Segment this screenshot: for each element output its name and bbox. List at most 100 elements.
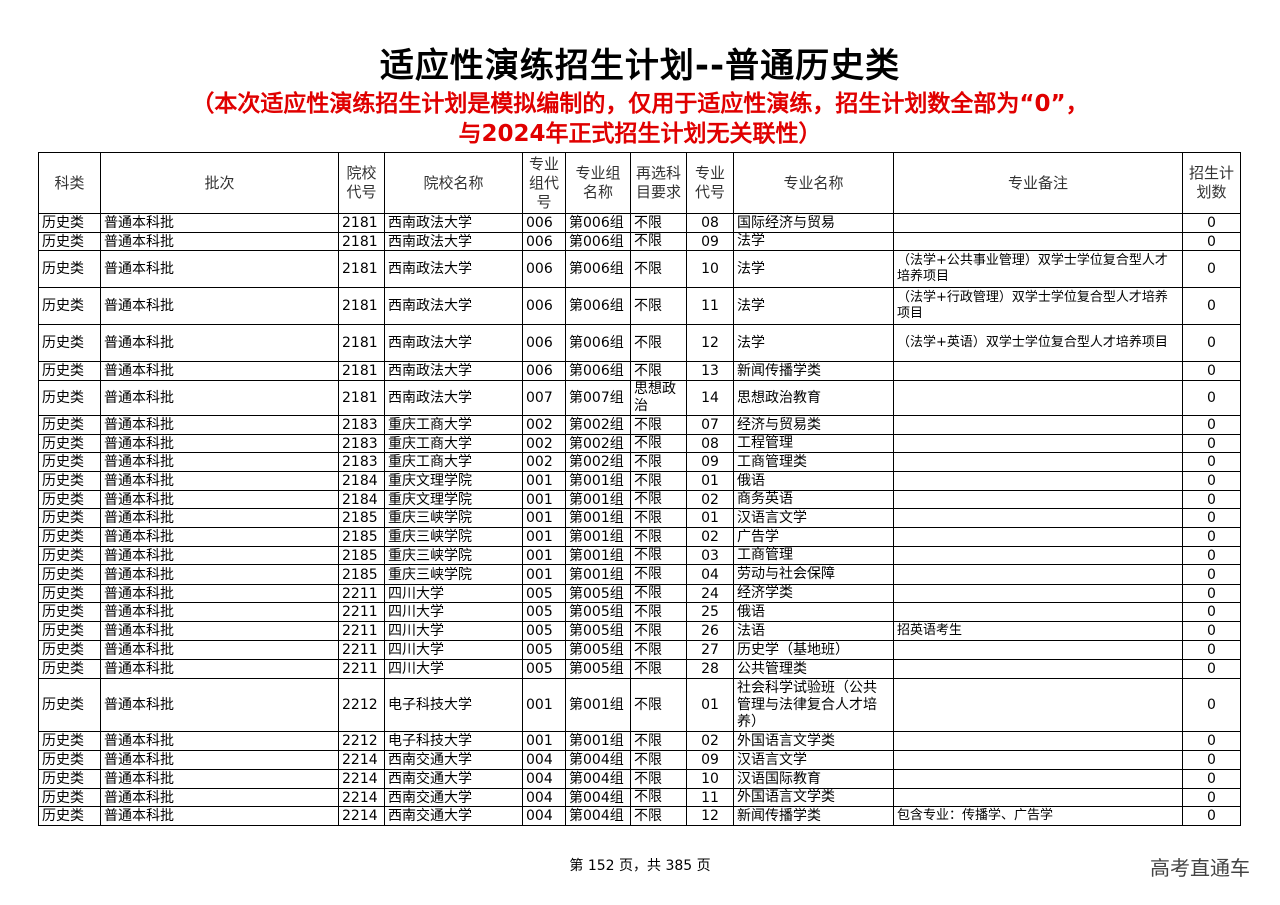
header-major-note: 专业备注 bbox=[893, 152, 1183, 214]
cell-category: 历史类 bbox=[38, 621, 101, 641]
cell-major-code: 26 bbox=[686, 621, 734, 641]
cell-major-name: 商务英语 bbox=[733, 490, 894, 509]
cell-category: 历史类 bbox=[38, 324, 101, 362]
cell-school-name: 西南交通大学 bbox=[384, 750, 523, 770]
cell-major-code: 08 bbox=[686, 213, 734, 233]
cell-batch: 普通本科批 bbox=[100, 564, 339, 585]
cell-major-note: （法学+公共事业管理）双学士学位复合型人才培养项目 bbox=[893, 250, 1183, 288]
cell-major-name: 俄语 bbox=[733, 602, 894, 622]
cell-school-code: 2185 bbox=[338, 564, 385, 585]
cell-major-note bbox=[893, 471, 1183, 491]
cell-category: 历史类 bbox=[38, 452, 101, 472]
cell-major-note: （法学+行政管理）双学士学位复合型人才培养项目 bbox=[893, 287, 1183, 325]
table-row: 历史类 普通本科批 2181 西南政法大学 007 第007组 思想政治 14 思想政治教育 0 bbox=[38, 380, 1241, 416]
header-group-name: 专业组名称 bbox=[565, 152, 631, 214]
header-group-code: 专业组代号 bbox=[522, 152, 566, 214]
cell-plan-count: 0 bbox=[1182, 731, 1241, 751]
cell-major-note bbox=[893, 659, 1183, 679]
table-row: 历史类 普通本科批 2214 西南交通大学 004 第004组 不限 12 新闻传播学类 包含专业… bbox=[38, 806, 1241, 826]
cell-school-code: 2214 bbox=[338, 806, 385, 826]
header-major-code: 专业代号 bbox=[686, 152, 734, 214]
cell-group-name: 第001组 bbox=[565, 471, 631, 491]
cell-group-code: 004 bbox=[522, 769, 566, 789]
cell-school-name: 西南交通大学 bbox=[384, 769, 523, 789]
table-row: 历史类 普通本科批 2212 电子科技大学 001 第001组 不限 02 外国语言文学类 0 bbox=[38, 731, 1241, 751]
cell-plan-count: 0 bbox=[1182, 678, 1241, 732]
cell-group-name: 第001组 bbox=[565, 564, 631, 585]
cell-major-code: 01 bbox=[686, 471, 734, 491]
table-row: 历史类 普通本科批 2214 西南交通大学 004 第004组 不限 11 外国语言文学类 0 bbox=[38, 788, 1241, 807]
cell-group-code: 002 bbox=[522, 434, 566, 453]
cell-major-code: 07 bbox=[686, 415, 734, 435]
cell-school-code: 2183 bbox=[338, 452, 385, 472]
cell-school-name: 四川大学 bbox=[384, 640, 523, 660]
cell-subject-requirement: 不限 bbox=[630, 287, 687, 325]
table-row: 历史类 普通本科批 2181 西南政法大学 006 第006组 不限 10 法学 （法学+公共事业… bbox=[38, 250, 1241, 288]
cell-category: 历史类 bbox=[38, 508, 101, 528]
cell-major-name: 法学 bbox=[733, 232, 894, 251]
table-row: 历史类 普通本科批 2181 西南政法大学 006 第006组 不限 11 法学 （法学+行政管理… bbox=[38, 287, 1241, 325]
cell-major-code: 10 bbox=[686, 769, 734, 789]
cell-school-code: 2183 bbox=[338, 415, 385, 435]
cell-subject-requirement: 不限 bbox=[630, 564, 687, 585]
cell-batch: 普通本科批 bbox=[100, 546, 339, 565]
cell-school-code: 2181 bbox=[338, 324, 385, 362]
cell-major-note bbox=[893, 508, 1183, 528]
cell-group-name: 第005组 bbox=[565, 584, 631, 603]
cell-school-code: 2181 bbox=[338, 232, 385, 251]
table-row: 历史类 普通本科批 2185 重庆三峡学院 001 第001组 不限 01 汉语言文学 0 bbox=[38, 508, 1241, 528]
cell-plan-count: 0 bbox=[1182, 287, 1241, 325]
cell-category: 历史类 bbox=[38, 361, 101, 381]
table-row: 历史类 普通本科批 2184 重庆文理学院 001 第001组 不限 02 商务英语 0 bbox=[38, 490, 1241, 509]
cell-major-code: 08 bbox=[686, 434, 734, 453]
cell-category: 历史类 bbox=[38, 731, 101, 751]
cell-major-name: 历史学（基地班） bbox=[733, 640, 894, 660]
cell-major-note bbox=[893, 640, 1183, 660]
cell-group-code: 006 bbox=[522, 361, 566, 381]
cell-batch: 普通本科批 bbox=[100, 287, 339, 325]
cell-subject-requirement: 不限 bbox=[630, 806, 687, 826]
header-subject-requirement: 再选科目要求 bbox=[630, 152, 687, 214]
cell-category: 历史类 bbox=[38, 490, 101, 509]
cell-plan-count: 0 bbox=[1182, 508, 1241, 528]
cell-plan-count: 0 bbox=[1182, 452, 1241, 472]
cell-group-code: 002 bbox=[522, 452, 566, 472]
cell-school-name: 重庆工商大学 bbox=[384, 434, 523, 453]
cell-major-note bbox=[893, 584, 1183, 603]
cell-major-name: 法学 bbox=[733, 287, 894, 325]
cell-batch: 普通本科批 bbox=[100, 584, 339, 603]
cell-school-code: 2184 bbox=[338, 490, 385, 509]
cell-major-code: 01 bbox=[686, 678, 734, 732]
cell-subject-requirement: 不限 bbox=[630, 490, 687, 509]
cell-plan-count: 0 bbox=[1182, 415, 1241, 435]
cell-school-code: 2185 bbox=[338, 527, 385, 547]
cell-major-name: 经济学类 bbox=[733, 584, 894, 603]
cell-subject-requirement: 不限 bbox=[630, 546, 687, 565]
cell-category: 历史类 bbox=[38, 546, 101, 565]
table-row: 历史类 普通本科批 2211 四川大学 005 第005组 不限 28 公共管理类 0 bbox=[38, 659, 1241, 679]
cell-plan-count: 0 bbox=[1182, 621, 1241, 641]
cell-batch: 普通本科批 bbox=[100, 678, 339, 732]
cell-school-name: 重庆三峡学院 bbox=[384, 527, 523, 547]
cell-group-name: 第006组 bbox=[565, 324, 631, 362]
cell-school-name: 西南政法大学 bbox=[384, 287, 523, 325]
cell-major-note bbox=[893, 546, 1183, 565]
cell-subject-requirement: 思想政治 bbox=[630, 380, 687, 416]
cell-batch: 普通本科批 bbox=[100, 508, 339, 528]
cell-batch: 普通本科批 bbox=[100, 415, 339, 435]
cell-school-name: 西南政法大学 bbox=[384, 324, 523, 362]
header-category: 科类 bbox=[38, 152, 101, 214]
notice-line-1: （本次适应性演练招生计划是模拟编制的，仅用于适应性演练，招生计划数全部为“0”， bbox=[191, 91, 1089, 117]
cell-plan-count: 0 bbox=[1182, 546, 1241, 565]
cell-school-code: 2214 bbox=[338, 750, 385, 770]
cell-major-name: 外国语言文学类 bbox=[733, 788, 894, 807]
cell-category: 历史类 bbox=[38, 434, 101, 453]
cell-subject-requirement: 不限 bbox=[630, 769, 687, 789]
cell-group-code: 004 bbox=[522, 750, 566, 770]
cell-major-code: 24 bbox=[686, 584, 734, 603]
cell-category: 历史类 bbox=[38, 213, 101, 233]
cell-plan-count: 0 bbox=[1182, 769, 1241, 789]
table-row: 历史类 普通本科批 2185 重庆三峡学院 001 第001组 不限 04 劳动与社会保障 0 bbox=[38, 564, 1241, 585]
table-row: 历史类 普通本科批 2181 西南政法大学 006 第006组 不限 13 新闻传播学类 0 bbox=[38, 361, 1241, 381]
cell-plan-count: 0 bbox=[1182, 471, 1241, 491]
